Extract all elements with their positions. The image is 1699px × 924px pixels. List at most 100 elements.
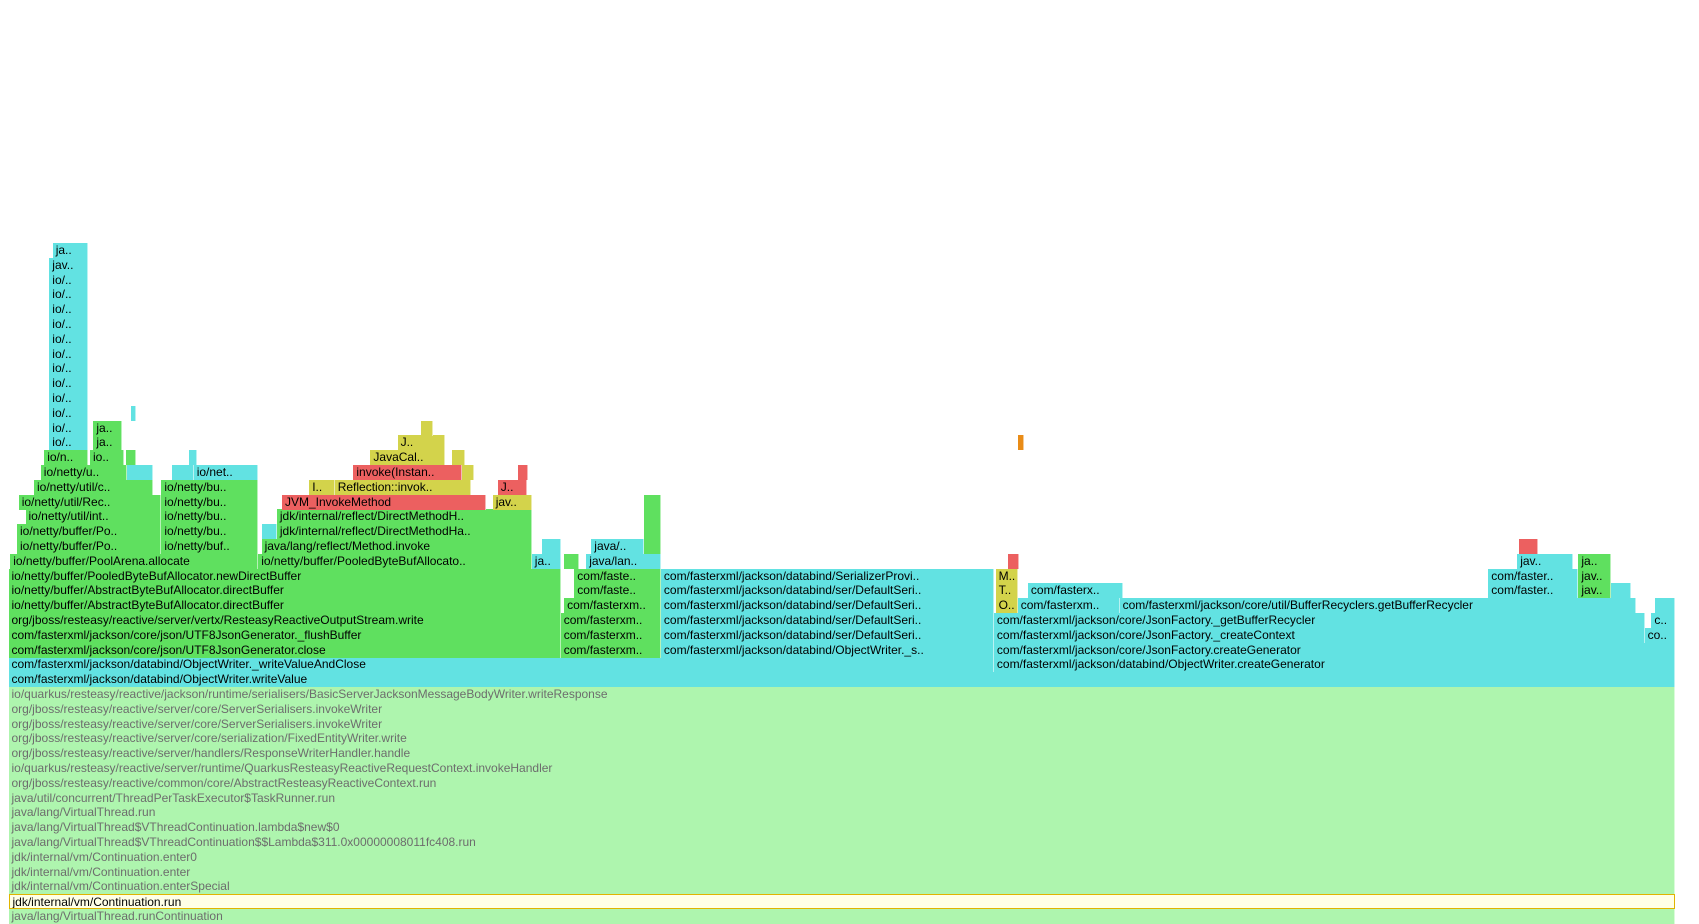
- flame-frame[interactable]: com/fasterxm..: [560, 642, 661, 658]
- flame-frame[interactable]: jav..: [492, 494, 532, 510]
- flame-frame[interactable]: [518, 465, 529, 480]
- flame-frame[interactable]: O..: [995, 598, 1018, 614]
- flame-frame[interactable]: org/jboss/resteasy/reactive/server/vertx…: [8, 613, 561, 628]
- flame-frame[interactable]: jdk/internal/vm/Continuation.run: [8, 894, 1676, 910]
- flame-frame[interactable]: com/fasterxml/jackson/core/JsonFactory.c…: [993, 642, 1676, 658]
- flame-frame[interactable]: com/fasterxml/jackson/databind/ObjectWri…: [660, 642, 994, 658]
- flame-frame[interactable]: jav..: [1517, 553, 1574, 569]
- flame-frame[interactable]: io/..: [49, 405, 89, 421]
- flame-frame[interactable]: jav..: [1578, 583, 1611, 599]
- flame-frame[interactable]: com/fasterxm..: [564, 598, 661, 614]
- flame-frame[interactable]: io/netty/buffer/PoolArena.allocate: [10, 553, 259, 569]
- flame-frame[interactable]: io/netty/bu..: [161, 494, 259, 510]
- flame-frame[interactable]: jdk/internal/reflect/DirectMethodHa..: [276, 524, 532, 540]
- flame-frame[interactable]: io/..: [49, 331, 89, 347]
- flame-frame[interactable]: com/fasterxml/jackson/databind/ser/Defau…: [660, 613, 994, 628]
- flame-frame[interactable]: jdk/internal/vm/Continuation.enter: [8, 864, 1676, 880]
- flame-frame[interactable]: io/netty/bu..: [161, 479, 259, 495]
- flame-frame[interactable]: [462, 465, 474, 480]
- flame-frame[interactable]: I..: [309, 479, 335, 495]
- flame-frame[interactable]: org/jboss/resteasy/reactive/common/core/…: [8, 775, 1676, 791]
- flame-frame[interactable]: [643, 539, 661, 554]
- flame-frame[interactable]: JVM_InvokeMethod: [282, 494, 486, 510]
- flame-frame[interactable]: [130, 405, 136, 421]
- flame-frame[interactable]: org/jboss/resteasy/reactive/server/handl…: [8, 746, 1676, 762]
- flame-frame[interactable]: jav..: [1578, 568, 1611, 584]
- flame-frame[interactable]: java/..: [591, 539, 644, 554]
- flame-frame[interactable]: io/..: [49, 302, 89, 318]
- flame-frame[interactable]: io/..: [49, 361, 89, 377]
- flame-frame[interactable]: co..: [1644, 627, 1676, 643]
- flame-frame[interactable]: io/..: [49, 376, 89, 392]
- flame-frame[interactable]: org/jboss/resteasy/reactive/server/core/…: [8, 716, 1676, 732]
- flame-frame[interactable]: jdk/internal/vm/Continuation.enter0: [8, 849, 1676, 865]
- flame-frame[interactable]: J..: [497, 479, 527, 495]
- flame-frame[interactable]: [127, 465, 153, 480]
- flame-frame[interactable]: com/fasterxm..: [560, 613, 661, 628]
- flame-frame[interactable]: io/netty/bu..: [161, 524, 259, 540]
- flame-frame[interactable]: io/..: [49, 317, 89, 332]
- flame-frame[interactable]: io/..: [49, 287, 89, 303]
- flame-frame[interactable]: java/lang/VirtualThread.runContinuation: [8, 909, 1676, 924]
- flame-frame[interactable]: [1007, 553, 1020, 569]
- flame-frame[interactable]: com/faste..: [574, 583, 661, 599]
- flame-frame[interactable]: [171, 465, 194, 480]
- flame-frame[interactable]: invoke(Instan..: [353, 465, 463, 480]
- flame-frame[interactable]: io/netty/buffer/PooledByteBufAllocator.n…: [8, 568, 561, 584]
- flame-frame[interactable]: io/..: [49, 346, 89, 362]
- flame-frame[interactable]: io..: [90, 450, 124, 466]
- flame-frame[interactable]: io/quarkus/resteasy/reactive/jackson/run…: [8, 687, 1676, 702]
- flame-frame[interactable]: ja..: [1578, 553, 1611, 569]
- flame-frame[interactable]: java/lang/VirtualThread$VThreadContinuat…: [8, 835, 1676, 850]
- flame-frame[interactable]: io/netty/bu..: [161, 509, 259, 525]
- flame-frame[interactable]: com/fasterxml/jackson/databind/ObjectWri…: [993, 657, 1676, 673]
- flame-frame[interactable]: [188, 450, 198, 466]
- flame-frame[interactable]: io/net..: [193, 465, 259, 480]
- flame-frame[interactable]: ja..: [93, 420, 123, 436]
- flame-frame[interactable]: T..: [995, 583, 1018, 599]
- flame-frame[interactable]: [564, 553, 580, 569]
- flame-frame[interactable]: java/lang/VirtualThread$VThreadContinuat…: [8, 820, 1676, 836]
- flame-frame[interactable]: [1518, 539, 1538, 554]
- flame-frame[interactable]: io/netty/buffer/AbstractByteBufAllocator…: [8, 583, 561, 599]
- flame-frame[interactable]: io/netty/buffer/Po..: [17, 539, 162, 554]
- flame-frame[interactable]: io/n..: [44, 450, 89, 466]
- flame-frame[interactable]: [1654, 598, 1676, 614]
- flame-frame[interactable]: com/fasterxml/jackson/core/json/UTF8Json…: [8, 627, 561, 643]
- flame-frame[interactable]: io/netty/util/Rec..: [18, 494, 162, 510]
- flame-frame[interactable]: io/netty/buffer/AbstractByteBufAllocator…: [8, 598, 561, 614]
- flame-frame[interactable]: [261, 524, 277, 540]
- flame-frame[interactable]: com/fasterxm..: [1017, 598, 1120, 614]
- flame-frame[interactable]: com/fasterxml/jackson/databind/ser/Defau…: [660, 627, 994, 643]
- flame-frame[interactable]: Reflection::invok..: [334, 479, 471, 495]
- flame-frame[interactable]: J..: [397, 435, 446, 451]
- flame-frame[interactable]: com/fasterxml/jackson/databind/ser/Defau…: [660, 583, 994, 599]
- flame-frame[interactable]: ja..: [93, 435, 123, 451]
- flame-frame[interactable]: com/fasterxml/jackson/core/json/UTF8Json…: [8, 642, 561, 658]
- flame-frame[interactable]: io/netty/util/c..: [34, 479, 153, 495]
- flame-frame[interactable]: io/netty/buf..: [161, 539, 259, 554]
- flame-frame[interactable]: com/fasterxml/jackson/core/util/BufferRe…: [1119, 598, 1637, 614]
- flame-frame[interactable]: c..: [1651, 613, 1676, 628]
- flame-frame[interactable]: [542, 539, 561, 554]
- flame-frame[interactable]: jdk/internal/vm/Continuation.enterSpecia…: [8, 879, 1676, 895]
- flame-frame[interactable]: io/netty/util/int..: [25, 509, 162, 525]
- flame-frame[interactable]: [643, 524, 661, 540]
- flame-frame[interactable]: com/fasterxml/jackson/databind/ObjectWri…: [8, 657, 994, 673]
- flame-frame[interactable]: jdk/internal/reflect/DirectMethodH..: [276, 509, 532, 525]
- flame-frame[interactable]: java/util/concurrent/ThreadPerTaskExecut…: [8, 790, 1676, 806]
- flame-frame[interactable]: io/..: [49, 391, 89, 406]
- flame-frame[interactable]: com/faster..: [1488, 568, 1579, 584]
- flame-frame[interactable]: com/fasterxml/jackson/databind/ObjectWri…: [8, 672, 1676, 688]
- flame-frame[interactable]: io/netty/buffer/Po..: [17, 524, 162, 540]
- flame-frame[interactable]: java/lang/reflect/Method.invoke: [261, 539, 532, 554]
- flame-frame[interactable]: [643, 494, 661, 510]
- flame-frame[interactable]: JavaCal..: [370, 450, 446, 466]
- flame-frame[interactable]: java/lan..: [586, 553, 661, 569]
- flame-frame[interactable]: [1017, 435, 1025, 451]
- flame-frame[interactable]: com/faste..: [574, 568, 661, 584]
- flame-frame[interactable]: io/..: [49, 420, 89, 436]
- flame-frame[interactable]: com/fasterx..: [1027, 583, 1123, 599]
- flame-frame[interactable]: org/jboss/resteasy/reactive/server/core/…: [8, 731, 1676, 747]
- flame-frame[interactable]: io/..: [49, 272, 89, 288]
